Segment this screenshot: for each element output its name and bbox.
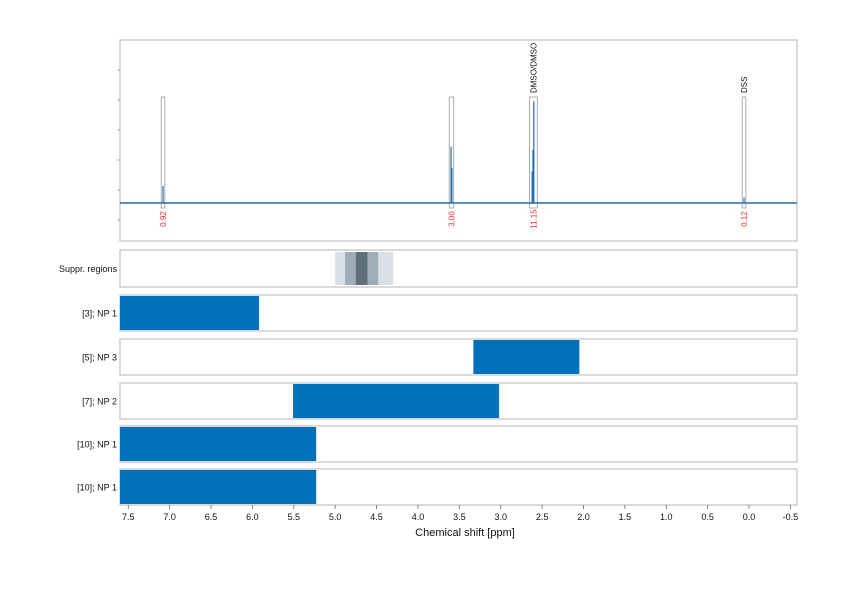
x-tick-label: 6.0 bbox=[246, 512, 259, 522]
range-row-label: [3]; NP 1 bbox=[82, 309, 117, 319]
integration-label: 11.15 bbox=[529, 209, 538, 229]
x-tick-label: 4.0 bbox=[412, 512, 425, 522]
x-tick-label: 1.5 bbox=[619, 512, 632, 522]
x-axis-label: Chemical shift [ppm] bbox=[415, 527, 515, 539]
range-row-label: [5]; NP 3 bbox=[82, 353, 117, 363]
suppressed-regions-frame bbox=[119, 249, 798, 288]
integration-label: 3.00 bbox=[447, 211, 456, 227]
integration-box bbox=[529, 96, 538, 209]
range-row-label: [10]; NP 1 bbox=[77, 483, 117, 493]
x-tick-label: -0.5 bbox=[783, 512, 799, 522]
x-tick-label: 5.5 bbox=[288, 512, 301, 522]
range-row-label: [7]; NP 2 bbox=[82, 397, 117, 407]
x-tick-label: 0.0 bbox=[743, 512, 756, 522]
x-tick-label: 5.0 bbox=[329, 512, 342, 522]
range-bar bbox=[473, 340, 580, 374]
x-tick-label: 3.0 bbox=[494, 512, 507, 522]
suppressed-band bbox=[355, 252, 368, 285]
x-axis: 7.5 7.0 6.5 6.0 5.5 5.0 4.5 4.0 3.5 3.0 2.5 2.0 1.5 1… bbox=[117, 69, 799, 522]
x-tick-label: 4.5 bbox=[370, 512, 383, 522]
x-tick-label: 2.5 bbox=[536, 512, 549, 522]
x-tick-label: 3.5 bbox=[453, 512, 466, 522]
integration-box bbox=[448, 96, 455, 209]
x-tick-label: 1.0 bbox=[660, 512, 673, 522]
range-bar bbox=[120, 296, 260, 330]
integration-box bbox=[160, 96, 166, 209]
peak-annotation: DSS bbox=[740, 77, 749, 93]
range-bar bbox=[120, 470, 317, 504]
range-panels: [3]; NP 1 [5]; NP 3 [7]; NP 2 [10]; NP 1 [10… bbox=[77, 294, 798, 506]
x-tick-label: 6.5 bbox=[205, 512, 218, 522]
integration-box bbox=[741, 96, 747, 209]
range-panel-frame bbox=[119, 338, 798, 376]
range-row-label: [10]; NP 1 bbox=[77, 440, 117, 450]
suppressed-regions-label: Suppr. regions bbox=[59, 264, 118, 274]
integration-label: 0.12 bbox=[740, 211, 749, 227]
spectrum-frame bbox=[119, 39, 798, 242]
integration-label: 0.92 bbox=[159, 211, 168, 227]
spectrum-panel: 0.92 3.00 11.15 DMSO/DMSO 0.12 DSS bbox=[119, 39, 798, 242]
suppressed-regions-panel: Suppr. regions bbox=[59, 249, 798, 288]
x-tick-label: 7.5 bbox=[122, 512, 135, 522]
range-bar bbox=[120, 427, 317, 461]
peak-annotation: DMSO/DMSO bbox=[529, 43, 538, 93]
range-bar bbox=[292, 384, 500, 418]
x-tick-label: 0.5 bbox=[701, 512, 714, 522]
x-tick-label: 7.0 bbox=[163, 512, 176, 522]
x-tick-label: 2.0 bbox=[577, 512, 590, 522]
